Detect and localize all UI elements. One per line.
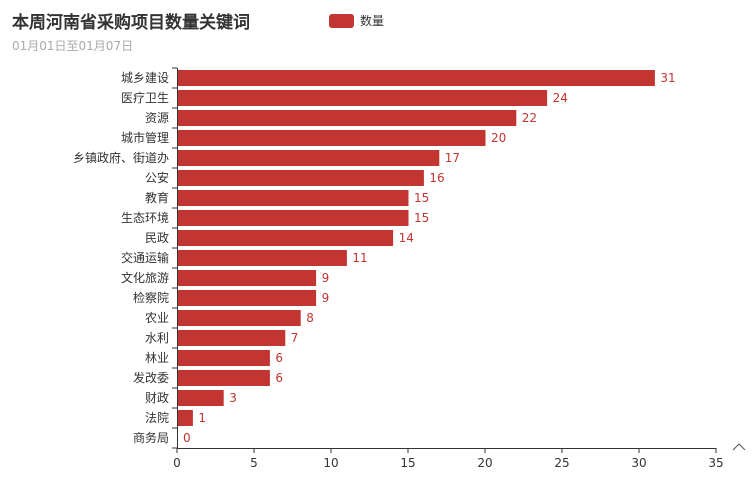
category-label: 医疗卫生 [121,91,169,105]
chart-title: 本周河南省采购项目数量关键词 [12,13,250,33]
bar[interactable] [177,150,440,166]
chart-subtitle: 01月01日至01月07日 [12,39,134,53]
bar[interactable] [177,250,347,266]
data-label: 9 [322,291,330,305]
data-label: 6 [275,351,283,365]
data-label: 20 [491,131,506,145]
category-label: 城市管理 [121,130,169,145]
data-label: 17 [445,151,460,165]
category-label: 水利 [145,331,169,345]
data-label: 9 [322,271,330,285]
x-tick-label: 25 [554,456,569,470]
data-label: 3 [229,391,237,405]
bar[interactable] [177,210,409,226]
bar[interactable] [177,410,193,426]
legend-swatch[interactable] [329,13,354,28]
category-label: 林业 [145,351,169,365]
bar[interactable] [177,130,486,146]
data-label: 31 [660,71,675,85]
x-tick-label: 10 [323,456,338,470]
data-label: 11 [352,251,367,265]
category-label: 文化旅游 [121,270,169,285]
bar[interactable] [177,330,286,346]
category-label: 商务局 [133,430,169,445]
category-label: 交通运输 [121,250,169,265]
bar[interactable] [177,390,224,406]
data-label: 1 [198,411,206,425]
category-label: 乡镇政府、街道办 [73,150,169,165]
category-label: 城乡建设 [121,71,169,85]
category-label: 财政 [145,391,169,405]
bar[interactable] [177,170,424,186]
bar[interactable] [177,90,548,106]
x-tick-label: 20 [477,456,492,470]
x-tick-label: 5 [250,456,258,470]
data-label: 14 [399,231,414,245]
legend[interactable]: 数量 [329,12,384,29]
bar[interactable] [177,370,270,386]
data-label: 15 [414,211,429,225]
data-label: 22 [522,111,537,125]
x-tick-label: 0 [173,456,181,470]
category-label: 公安 [145,170,169,185]
bar[interactable] [177,350,270,366]
data-label: 16 [429,171,444,185]
x-tick-label: 15 [400,456,415,470]
bar[interactable] [177,310,301,326]
category-label: 民政 [145,231,169,245]
data-label: 0 [183,431,191,445]
bar[interactable] [177,290,317,306]
data-label: 6 [275,371,283,385]
bar[interactable] [177,190,409,206]
bar[interactable] [177,230,394,246]
category-label: 资源 [145,111,169,125]
bar[interactable] [177,270,317,286]
category-label: 教育 [145,190,169,205]
data-label: 8 [306,311,314,325]
x-tick-label: 35 [708,456,723,470]
category-label: 生态环境 [121,210,169,225]
data-label: 15 [414,191,429,205]
data-label: 7 [291,331,299,345]
category-label: 法院 [145,411,169,425]
bar[interactable] [177,110,517,126]
category-label: 农业 [145,311,169,325]
category-label: 发改委 [133,370,169,385]
caret-up-icon[interactable] [732,443,746,451]
legend-label[interactable]: 数量 [360,14,385,28]
data-label: 24 [553,91,568,105]
bar[interactable] [177,70,655,86]
category-label: 检察院 [133,290,169,305]
x-tick-label: 30 [631,456,646,470]
